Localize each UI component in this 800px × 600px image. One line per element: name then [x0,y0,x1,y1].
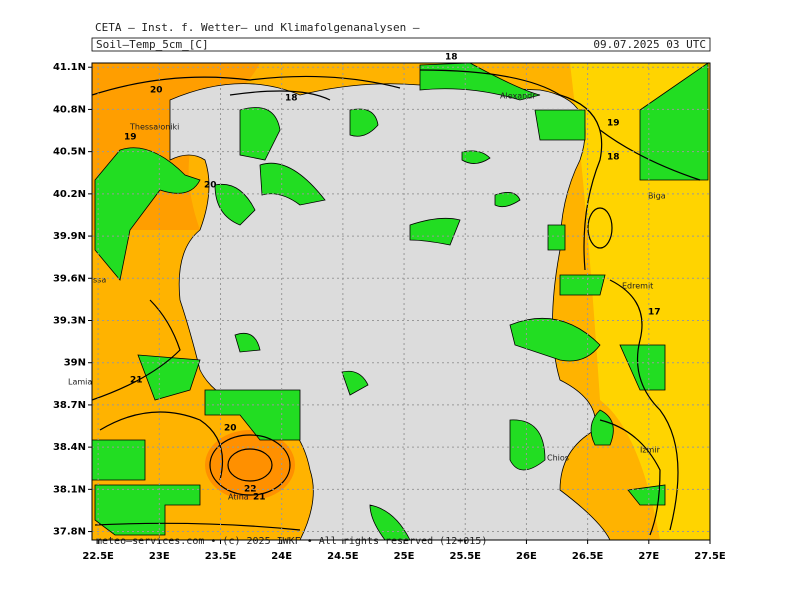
x-tick-label: 27.5E [694,551,726,562]
island [409,217,461,246]
contour-label: 21 [130,376,143,386]
x-tick-label: 26E [516,551,537,562]
land [259,162,326,206]
y-tick-label: 37.8N [53,527,86,538]
place-label: Izmir [640,446,661,455]
island [461,150,491,164]
contour-label: 20 [150,86,163,96]
x-tick-label: 27E [638,551,659,562]
cool-area [570,63,710,540]
isoline [91,299,181,401]
island [509,419,546,471]
y-tick-label: 39.3N [53,315,86,326]
place-label: Edremit [622,282,653,291]
place-label: ssa [93,276,106,285]
place-label: Thessaloniki [129,123,179,132]
coast [204,389,301,441]
coast [627,484,666,506]
place-label: Lamia [68,378,92,387]
x-tick-label: 24.5E [327,551,359,562]
place-label: Atina [228,493,249,502]
y-tick-label: 39.6N [53,273,86,284]
x-tick-label: 24E [271,551,292,562]
isoline [419,69,603,271]
place-label: Alexandr [500,92,536,101]
coast [94,147,201,281]
parameter-label: Soil–Temp_5cm_[C] [96,38,209,51]
contour-label: 17 [648,308,661,318]
island [494,192,521,208]
x-tick-label: 25E [394,551,415,562]
isoline [229,90,331,101]
y-tick-label: 38.4N [53,442,86,453]
isoline [599,129,701,181]
map-frame [91,62,711,541]
isoline [94,522,301,531]
contour-label: 18 [607,153,620,163]
island [341,370,369,396]
copyright: meteo–services.com • (c) 2025 IWKF • All… [96,536,487,547]
place-label: Chios [547,454,569,463]
y-tick-label: 40.2N [53,189,86,200]
contour-label: 19 [124,133,137,143]
x-tick-label: 23.5E [205,551,237,562]
y-tick-label: 38.1N [53,484,86,495]
contour-label: 20 [204,181,217,191]
coast [559,274,606,296]
place-label: Biga [648,192,666,201]
y-tick-label: 40.8N [53,104,86,115]
isoline [99,411,224,481]
contour-label: 21 [253,493,266,503]
y-tick-label: 39N [64,358,86,369]
coast [590,409,614,446]
x-tick-label: 22.5E [82,551,114,562]
island [234,332,261,353]
coast [547,224,566,251]
contour-label: 18 [445,53,458,63]
x-tick-label: 25.5E [449,551,481,562]
isoline [609,279,679,531]
isoline [227,448,273,482]
land [214,183,256,226]
valid-time: 09.07.2025 03 UTC [593,38,706,51]
x-tick-label: 23E [149,551,170,562]
isoline [209,434,291,496]
land [239,107,281,161]
coast [91,439,146,481]
contour-label: 19 [607,119,620,129]
map-area [91,62,710,541]
institute-title: CETA – Inst. f. Wetter– und Klimafolgena… [95,21,420,34]
y-tick-label: 41.1N [53,62,86,73]
coast [619,344,666,391]
contour-label: 20 [224,424,237,434]
place-labels: Thessaloniki Alexandr Biga Edremit ssa L… [68,92,666,502]
island [509,317,601,362]
y-tick-label: 38.7N [53,400,86,411]
coast [639,62,709,181]
y-tick-label: 39.9N [53,231,86,242]
isoline [599,419,661,536]
coast [419,62,541,101]
contour-labels: 20 18 18 19 19 18 20 17 21 20 22 21 [124,53,661,503]
coast [94,484,201,536]
coast [534,109,586,141]
contour-label: 22 [244,485,257,495]
isoline [91,75,401,96]
contour-label: 18 [285,94,298,104]
header-bar [91,37,711,52]
coast [137,354,201,401]
x-tick-label: 26.5E [572,551,604,562]
y-tick-label: 40.5N [53,147,86,158]
